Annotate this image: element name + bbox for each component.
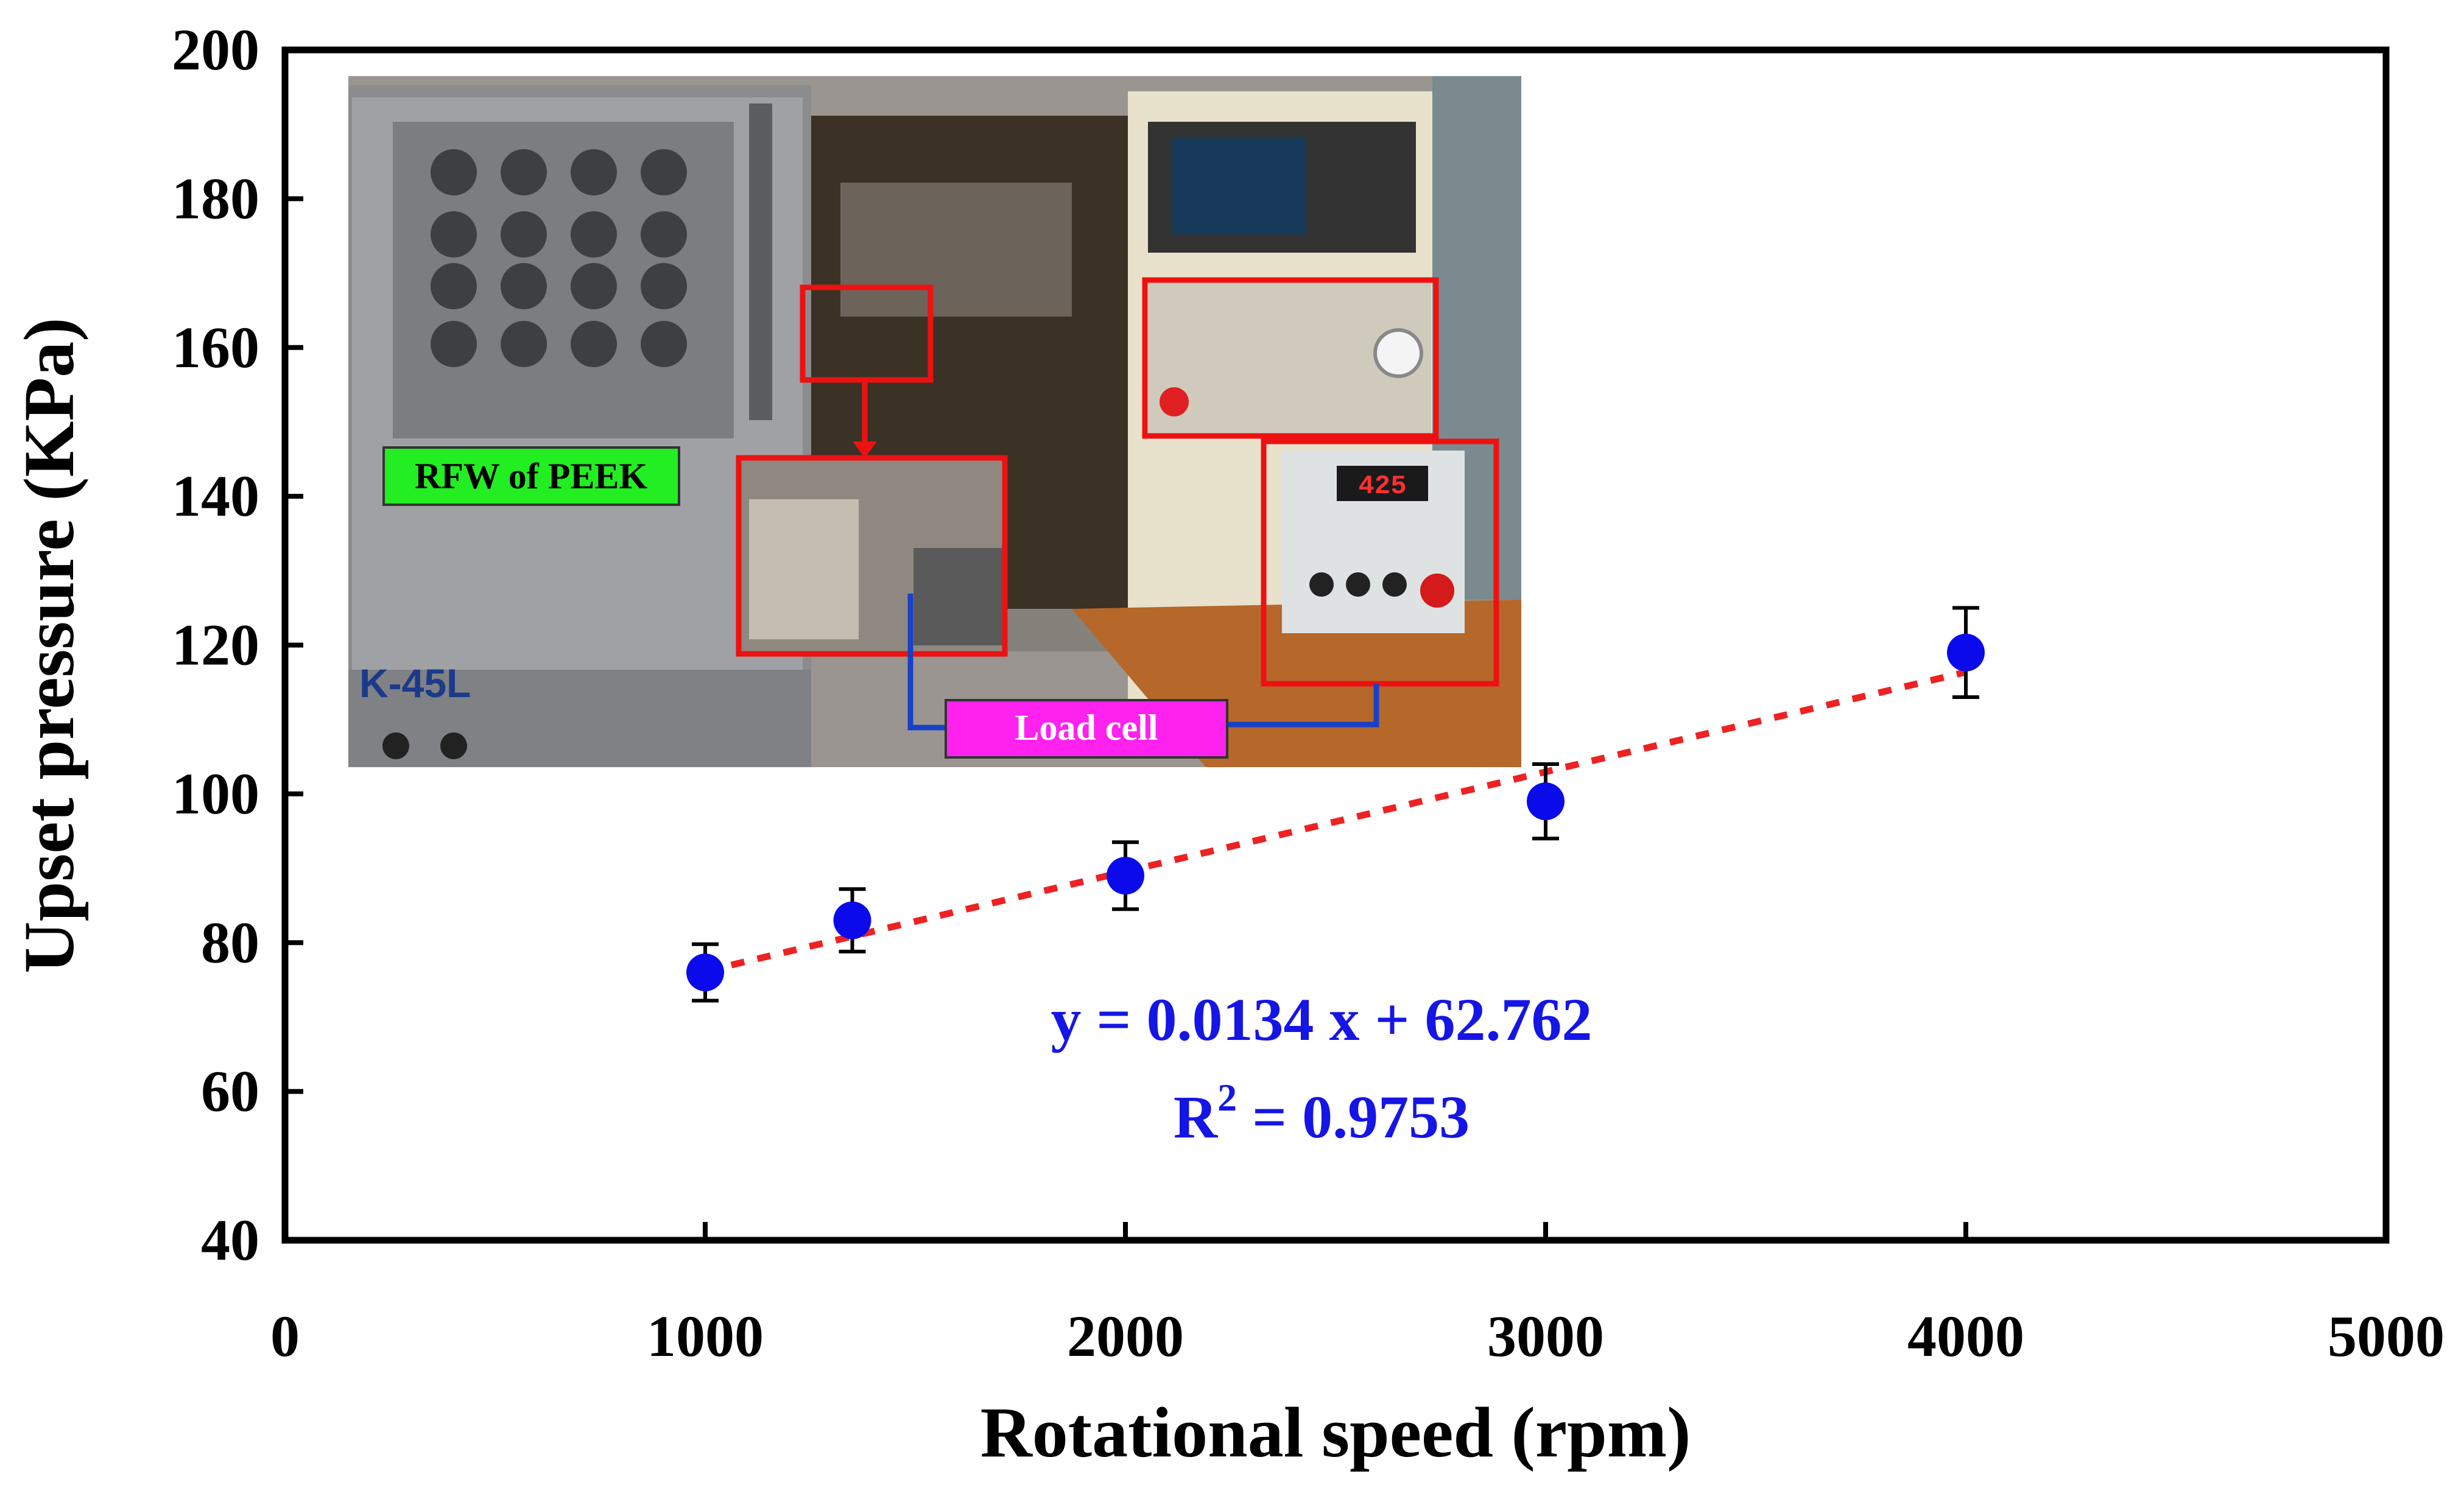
load-cell-wire-left (907, 594, 946, 731)
display-stop-button (1420, 574, 1454, 608)
arrow-head (853, 441, 877, 458)
sensor-label-bg (945, 699, 1228, 759)
display-button (1382, 572, 1407, 597)
x-tick-label: 0 (270, 1304, 300, 1369)
handle-bar (749, 104, 772, 420)
x-axis-ticks: 0 1000 2000 3000 4000 5000 (270, 1222, 2445, 1369)
control-panel-highlight-box (1142, 277, 1439, 439)
y-tick-label: 160 (172, 315, 259, 380)
r-squared: R2 = 0.9753 (1174, 1076, 1470, 1151)
data-points (686, 633, 1985, 992)
y-tick-label: 40 (201, 1207, 259, 1273)
r-squared-exponent: 2 (1217, 1076, 1237, 1119)
process-label-bg (382, 446, 680, 506)
y-axis-ticks: 40 60 80 100 120 140 160 180 200 (172, 17, 303, 1273)
load-cell-fixture (913, 548, 1005, 645)
display-reading: 425 (1358, 471, 1406, 502)
emergency-stop (1160, 387, 1189, 416)
y-tick-label: 80 (201, 910, 259, 975)
x-tick-label: 4000 (1907, 1304, 2024, 1369)
y-tick-label: 120 (172, 613, 259, 678)
trendline (704, 669, 1967, 975)
display-button (1309, 572, 1334, 597)
process-label: RFW of PEEK (415, 456, 648, 496)
data-point (1947, 633, 1985, 672)
r-squared-prefix: R (1174, 1083, 1219, 1151)
machine-base (348, 670, 811, 767)
y-axis-title: Upset pressure (KPa) (9, 317, 89, 973)
display-button (1346, 572, 1370, 597)
tool-holes (431, 149, 687, 367)
chuck (749, 499, 859, 639)
control-screen (1172, 137, 1306, 234)
display-screen (1337, 466, 1428, 501)
base-knob (382, 732, 409, 759)
base-knob (440, 732, 467, 759)
spindle-housing (840, 183, 1072, 317)
y-tick-label: 140 (172, 463, 259, 528)
x-tick-label: 3000 (1487, 1304, 1604, 1369)
r-squared-value: = 0.9753 (1237, 1083, 1470, 1151)
control-dial (1373, 328, 1423, 378)
x-axis-title: Rotational speed (rpm) (980, 1392, 1691, 1472)
data-point (1527, 782, 1565, 821)
x-tick-label: 2000 (1067, 1304, 1184, 1369)
display-highlight-box (1261, 438, 1499, 687)
y-tick-label: 200 (172, 17, 259, 82)
data-point (686, 953, 724, 992)
data-point (833, 901, 871, 939)
inset-photo: K-45L 425 (348, 76, 1521, 767)
regression-equation: y = 0.0134 x + 62.762 (1051, 986, 1593, 1053)
x-tick-label: 5000 (2328, 1304, 2445, 1369)
x-tick-label: 1000 (647, 1304, 764, 1369)
y-tick-label: 180 (172, 166, 259, 231)
weld-highlight-box (736, 455, 1008, 657)
sensor-label: Load cell (1015, 707, 1158, 748)
data-point (1107, 857, 1144, 895)
machine-model-text: K-45L (359, 661, 471, 706)
y-tick-label: 100 (172, 761, 259, 826)
load-cell-wire-right (1227, 684, 1379, 728)
y-tick-label: 60 (201, 1059, 259, 1124)
